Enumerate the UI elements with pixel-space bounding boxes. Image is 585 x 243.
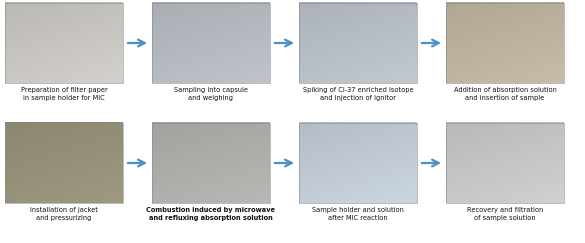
Bar: [5, 3, 123, 83]
Text: Preparation of filter paper
in sample holder for MIC: Preparation of filter paper in sample ho…: [20, 87, 108, 101]
Text: Addition of absorption solution
and insertion of sample: Addition of absorption solution and inse…: [453, 87, 556, 101]
Text: Combustion induced by microwave
and refluxing absorption solution: Combustion induced by microwave and refl…: [146, 207, 276, 220]
Bar: [299, 3, 417, 83]
Text: Sample holder and solution
after MIC reaction: Sample holder and solution after MIC rea…: [312, 207, 404, 220]
Bar: [299, 123, 417, 203]
Bar: [152, 123, 270, 203]
Bar: [446, 123, 564, 203]
Text: Sampling into capsule
and weighing: Sampling into capsule and weighing: [174, 87, 248, 101]
Bar: [5, 123, 123, 203]
Text: Spiking of Cl-37 enriched isotope
and injection of ignitor: Spiking of Cl-37 enriched isotope and in…: [302, 87, 414, 101]
Bar: [446, 3, 564, 83]
Text: Installation of jacket
and pressurizing: Installation of jacket and pressurizing: [30, 207, 98, 220]
Bar: [152, 3, 270, 83]
Text: Recovery and filtration
of sample solution: Recovery and filtration of sample soluti…: [467, 207, 543, 220]
